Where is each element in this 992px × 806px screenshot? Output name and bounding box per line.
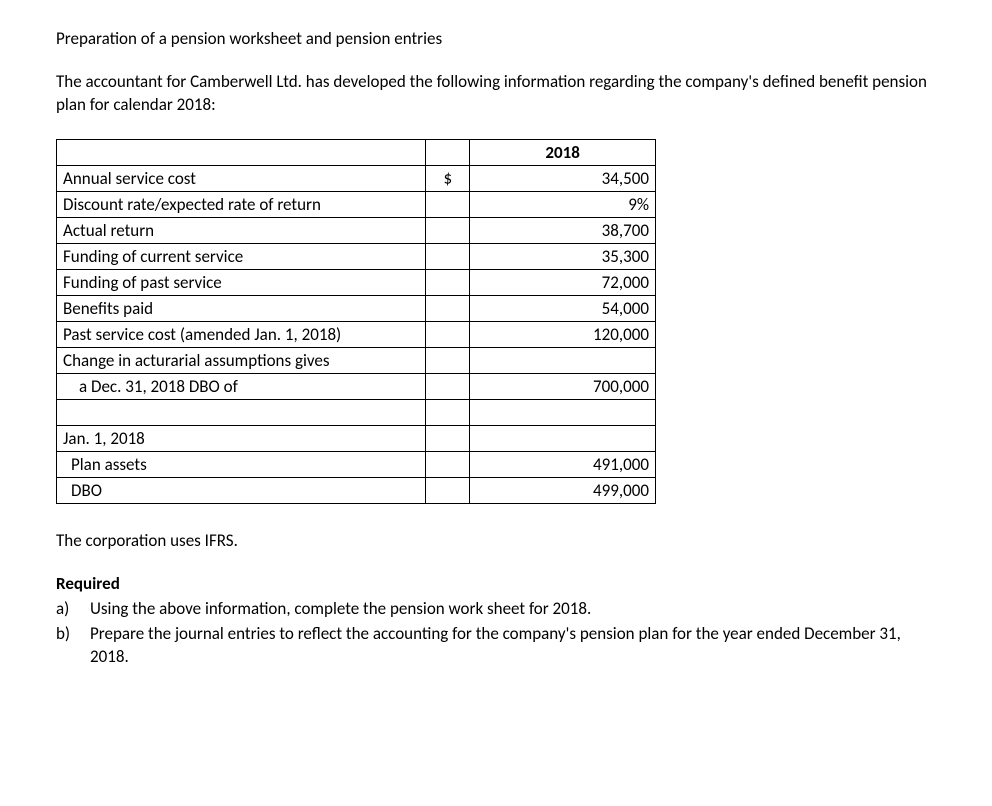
row-symbol bbox=[426, 347, 470, 373]
table-row: Annual service cost $ 34,500 bbox=[57, 165, 656, 191]
table-row: Past service cost (amended Jan. 1, 2018)… bbox=[57, 321, 656, 347]
header-blank-1 bbox=[57, 139, 426, 165]
requirement-text: Using the above information, complete th… bbox=[90, 598, 936, 621]
row-symbol: $ bbox=[426, 165, 470, 191]
requirement-letter: a) bbox=[56, 598, 90, 621]
row-symbol bbox=[426, 451, 470, 477]
requirement-letter: b) bbox=[56, 623, 90, 669]
row-symbol bbox=[426, 321, 470, 347]
row-value: 491,000 bbox=[470, 451, 656, 477]
row-label: Actual return bbox=[57, 217, 426, 243]
table-row: Change in acturarial assumptions gives bbox=[57, 347, 656, 373]
row-symbol bbox=[426, 217, 470, 243]
row-label: Change in acturarial assumptions gives bbox=[57, 347, 426, 373]
row-value: 120,000 bbox=[470, 321, 656, 347]
row-symbol bbox=[426, 295, 470, 321]
required-heading: Required bbox=[56, 573, 936, 594]
row-label: Funding of current service bbox=[57, 243, 426, 269]
document-page: Preparation of a pension worksheet and p… bbox=[0, 0, 992, 699]
table-blank-row bbox=[57, 399, 656, 425]
table-row: Funding of past service 72,000 bbox=[57, 269, 656, 295]
table-section-header: Jan. 1, 2018 bbox=[57, 425, 656, 451]
table-row: Funding of current service 35,300 bbox=[57, 243, 656, 269]
intro-paragraph: The accountant for Camberwell Ltd. has d… bbox=[56, 71, 936, 117]
row-value: 72,000 bbox=[470, 269, 656, 295]
row-value: 35,300 bbox=[470, 243, 656, 269]
row-value: 700,000 bbox=[470, 373, 656, 399]
header-blank-2 bbox=[426, 139, 470, 165]
table-row-assumption: a Dec. 31, 2018 DBO of 700,000 bbox=[57, 373, 656, 399]
requirement-item: b) Prepare the journal entries to reflec… bbox=[56, 623, 936, 669]
row-label: Past service cost (amended Jan. 1, 2018) bbox=[57, 321, 426, 347]
table-row: Discount rate/expected rate of return 9% bbox=[57, 191, 656, 217]
row-label: Annual service cost bbox=[57, 165, 426, 191]
ifrs-note: The corporation uses IFRS. bbox=[56, 530, 936, 551]
row-symbol bbox=[426, 269, 470, 295]
requirement-item: a) Using the above information, complete… bbox=[56, 598, 936, 621]
blank-cell bbox=[426, 425, 470, 451]
row-label: Benefits paid bbox=[57, 295, 426, 321]
blank-cell bbox=[57, 399, 426, 425]
row-symbol bbox=[426, 477, 470, 503]
requirements-list: a) Using the above information, complete… bbox=[56, 598, 936, 669]
table-row: Actual return 38,700 bbox=[57, 217, 656, 243]
row-symbol bbox=[426, 243, 470, 269]
row-label: Discount rate/expected rate of return bbox=[57, 191, 426, 217]
row-value: 9% bbox=[470, 191, 656, 217]
pension-data-table: 2018 Annual service cost $ 34,500 Discou… bbox=[56, 139, 656, 504]
table-row: DBO 499,000 bbox=[57, 477, 656, 503]
blank-cell bbox=[470, 425, 656, 451]
row-value: 34,500 bbox=[470, 165, 656, 191]
header-year: 2018 bbox=[470, 139, 656, 165]
row-label: DBO bbox=[57, 477, 426, 503]
section-header-label: Jan. 1, 2018 bbox=[57, 425, 426, 451]
row-value: 38,700 bbox=[470, 217, 656, 243]
row-value: 54,000 bbox=[470, 295, 656, 321]
blank-cell bbox=[426, 399, 470, 425]
row-label: Funding of past service bbox=[57, 269, 426, 295]
blank-cell bbox=[470, 399, 656, 425]
row-label: Plan assets bbox=[57, 451, 426, 477]
row-value bbox=[470, 347, 656, 373]
page-title: Preparation of a pension worksheet and p… bbox=[56, 28, 936, 49]
requirement-text: Prepare the journal entries to reflect t… bbox=[90, 623, 936, 669]
row-value: 499,000 bbox=[470, 477, 656, 503]
row-label: a Dec. 31, 2018 DBO of bbox=[57, 373, 426, 399]
row-symbol bbox=[426, 191, 470, 217]
table-header-row: 2018 bbox=[57, 139, 656, 165]
table-row: Benefits paid 54,000 bbox=[57, 295, 656, 321]
table-row: Plan assets 491,000 bbox=[57, 451, 656, 477]
row-symbol bbox=[426, 373, 470, 399]
